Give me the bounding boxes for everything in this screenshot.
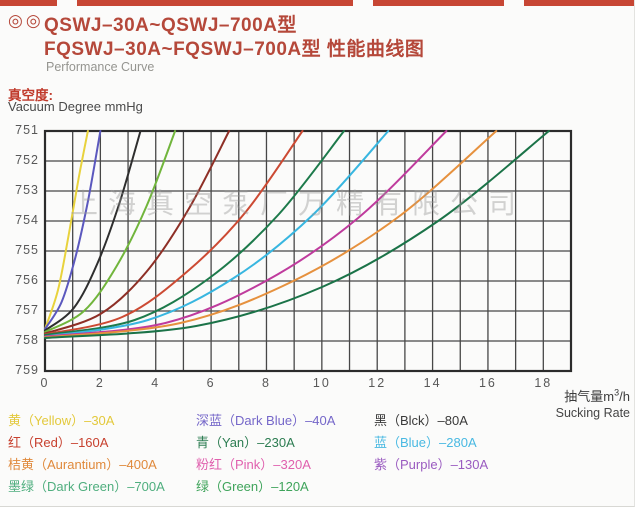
legend-column-2: 深蓝（Dark Blue）–40A 青（Yan）–230A 粉红（Pink）–320… — [196, 410, 335, 498]
curve-80A — [44, 130, 142, 332]
x-tick-label: 12 — [368, 376, 387, 390]
curve-120A — [44, 130, 177, 333]
x-tick-label: 2 — [95, 376, 105, 390]
y-tick-label: 759 — [15, 363, 39, 377]
top-red-bar-segment — [373, 0, 504, 6]
y-tick-label: 753 — [15, 183, 39, 197]
curve-700A — [44, 130, 550, 339]
x-tick-label: 0 — [40, 376, 50, 390]
x-axis-title-cn: 抽气量m3/h — [564, 387, 630, 404]
legend-item: 桔黄（Aurantium）–400A — [8, 457, 157, 472]
curve-160A — [44, 130, 304, 336]
x-axis-title: 抽气量m3/h Sucking Rate — [490, 386, 630, 420]
legend-item: 红（Red）–160A — [8, 435, 109, 450]
curve-280A — [44, 130, 390, 338]
legend-item: 青（Yan）–230A — [196, 435, 295, 450]
legend-item: 墨绿（Dark Green）–700A — [8, 479, 165, 494]
top-red-bar-segment — [77, 0, 353, 6]
plot-frame — [43, 129, 573, 373]
curve-40A — [44, 130, 102, 330]
y-tick-label: 754 — [15, 213, 39, 227]
top-red-bar-segment — [0, 0, 57, 6]
page-title-line1: QSWJ–30A~QSWJ–700A型 — [44, 15, 297, 36]
legend-item: 粉红（Pink）–320A — [196, 457, 311, 472]
curve-130A — [44, 130, 231, 335]
y-tick-label: 757 — [15, 303, 39, 317]
x-tick-label: 16 — [478, 376, 497, 390]
y-tick-label: 756 — [15, 273, 39, 287]
y-tick-label: 751 — [15, 123, 39, 137]
y-tick-label: 758 — [15, 333, 39, 347]
page-subtitle-en: Performance Curve — [46, 60, 155, 74]
legend-column-1: 黄（Yellow）–30A 红（Red）–160A 桔黄（Aurantium）–40… — [8, 410, 165, 498]
curve-230A — [44, 130, 345, 336]
x-tick-label: 6 — [206, 376, 216, 390]
x-tick-label: 8 — [261, 376, 271, 390]
y-axis-title-cn: 真空度: — [8, 88, 53, 103]
legend-item: 黑（Blck）–80A — [374, 413, 468, 428]
legend-item: 深蓝（Dark Blue）–40A — [196, 413, 336, 428]
legend-item: 蓝（Blue）–280A — [374, 435, 477, 450]
x-tick-label: 14 — [423, 376, 442, 390]
page-title-line2: FQSWJ–30A~FQSWJ–700A型 性能曲线图 — [44, 39, 425, 60]
x-tick-label: 4 — [151, 376, 161, 390]
y-axis-title-en: Vacuum Degree mmHg — [8, 99, 143, 114]
legend-item: 绿（Green）–120A — [196, 479, 309, 494]
legend-item: 紫（Purple）–130A — [374, 457, 489, 472]
x-tick-label: 18 — [534, 376, 553, 390]
y-tick-label: 752 — [15, 153, 39, 167]
x-tick-label: 10 — [312, 376, 331, 390]
legend-item: 黄（Yellow）–30A — [8, 413, 115, 428]
top-red-bar-segment — [524, 0, 634, 6]
y-tick-label: 755 — [15, 243, 39, 257]
curve-320A — [44, 130, 448, 338]
curve-30A — [44, 130, 89, 330]
watermark-text: 上海真空泵厂万精有限公司 — [70, 188, 527, 219]
x-axis-title-en: Sucking Rate — [555, 406, 630, 420]
double-circle-icon: ◎◎ — [8, 11, 44, 30]
legend-column-3: 黑（Blck）–80A 蓝（Blue）–280A 紫（Purple）–130A — [374, 410, 488, 476]
curve-400A — [44, 130, 498, 339]
